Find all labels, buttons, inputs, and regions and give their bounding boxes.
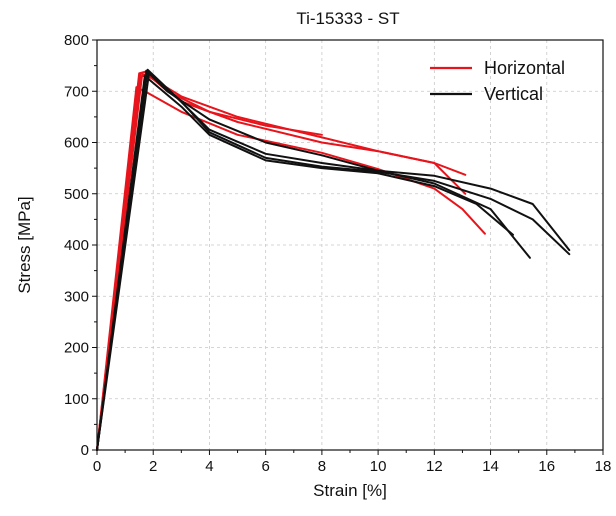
y-tick-label: 400 (64, 237, 89, 254)
y-tick-label: 300 (64, 288, 89, 305)
series-line-vertical-6 (96, 68, 571, 451)
x-axis-label: Strain [%] (313, 481, 387, 500)
series-line-horizontal-2 (96, 72, 467, 451)
series-line-horizontal-4 (96, 86, 486, 451)
x-tick-label: 12 (426, 458, 443, 475)
x-tick-label: 0 (93, 458, 101, 475)
series-lines (96, 68, 571, 451)
y-tick-label: 700 (64, 83, 89, 100)
x-tick-label: 16 (538, 458, 555, 475)
chart-title: Ti-15333 - ST (296, 9, 399, 28)
legend: Horizontal Vertical (430, 58, 565, 104)
y-tick-label: 800 (64, 32, 89, 49)
y-tick-label: 600 (64, 135, 89, 152)
legend-label-horizontal: Horizontal (484, 58, 565, 78)
y-tick-label: 500 (64, 186, 89, 203)
grid (96, 39, 604, 451)
series-line-horizontal-3 (96, 74, 467, 451)
legend-label-vertical: Vertical (484, 84, 543, 104)
x-tick-label: 8 (318, 458, 326, 475)
x-tick-label: 10 (370, 458, 387, 475)
x-tick-label: 4 (205, 458, 213, 475)
series-line-vertical-8 (96, 74, 514, 451)
series-line-vertical-7 (96, 72, 571, 451)
x-tick-label: 6 (261, 458, 269, 475)
y-axis-label: Stress [MPa] (15, 196, 34, 293)
axis-ticks: 0 2 4 6 8 10 12 14 16 18 0 100 200 300 400 500 600 700 800 (64, 32, 611, 475)
y-tick-label: 0 (81, 442, 89, 459)
x-tick-label: 2 (149, 458, 157, 475)
y-tick-label: 200 (64, 340, 89, 357)
y-tick-label: 100 (64, 391, 89, 408)
series-line-vertical-5 (96, 69, 531, 451)
x-tick-label: 18 (595, 458, 612, 475)
x-tick-label: 14 (482, 458, 499, 475)
